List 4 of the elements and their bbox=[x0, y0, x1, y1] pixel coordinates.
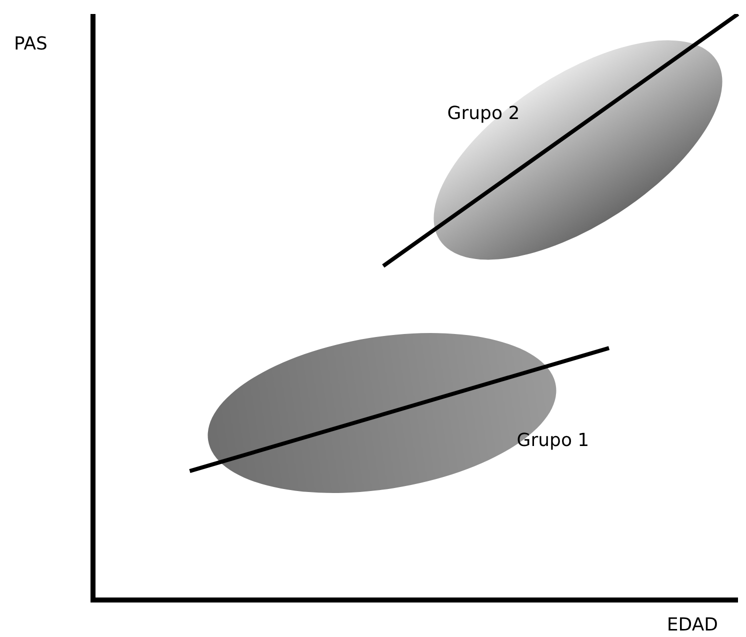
x-axis-title: EDAD bbox=[666, 614, 718, 636]
y-axis-title: PAS bbox=[14, 34, 48, 55]
text: Grupo 1 bbox=[516, 430, 590, 451]
text: Grupo 2 bbox=[447, 103, 520, 124]
